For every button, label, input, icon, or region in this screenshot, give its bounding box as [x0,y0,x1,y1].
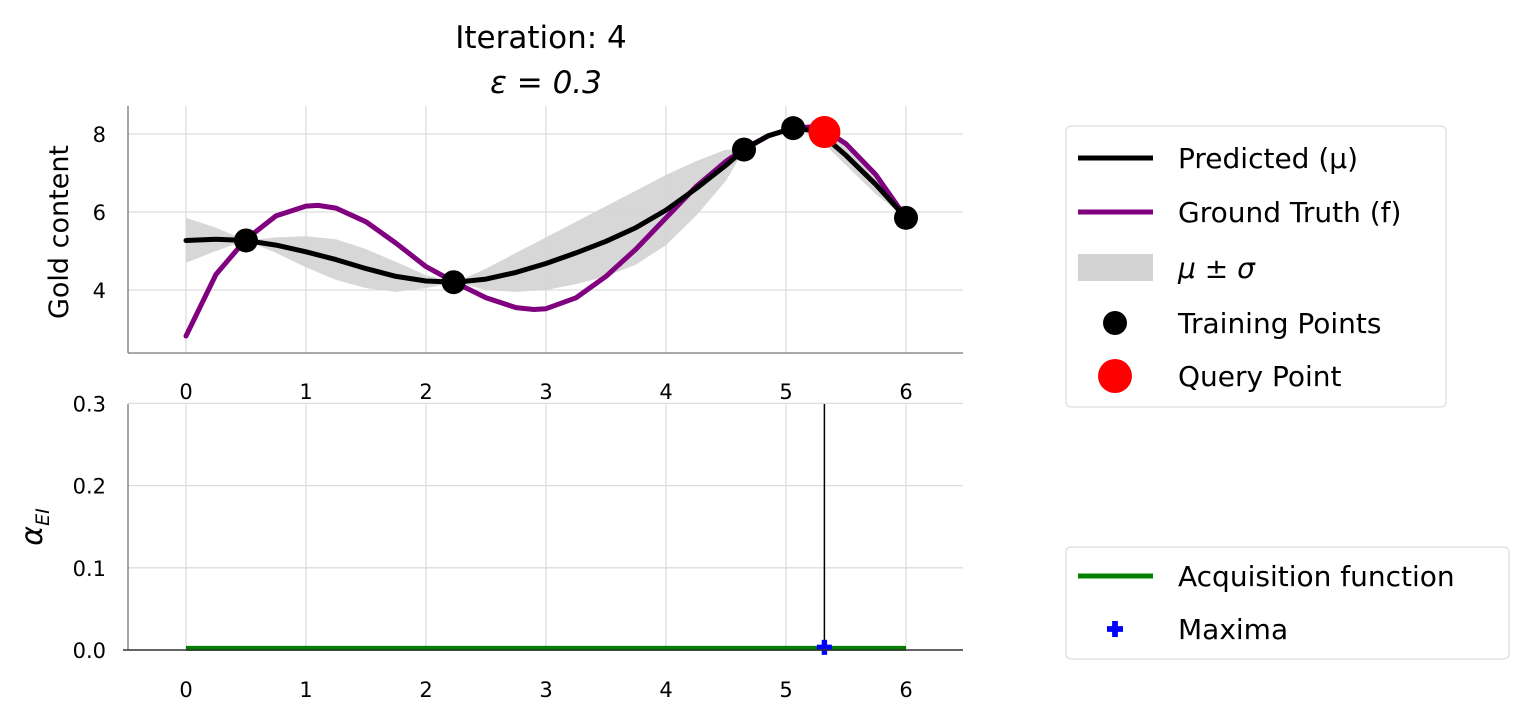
bottom-y-tick-label: 0.1 [73,557,106,581]
training-point [234,228,258,253]
top-x-tick-label: 1 [299,380,312,404]
training-point [894,205,918,230]
top-x-tick-label: 3 [539,380,552,404]
training-point [441,270,466,295]
bottom-x-tick-label: 6 [899,678,912,702]
top-y-tick-label: 8 [93,123,106,147]
alpha-subscript: EI [32,508,54,526]
maxima-point [821,639,828,655]
top-x-tick-label: 0 [179,380,192,404]
top-y-tick-labels: 4 6 8 [93,123,106,303]
bottom-x-tick-label: 5 [779,678,792,702]
query-point [808,116,841,149]
top-x-tick-labels: 0 1 2 3 4 5 6 [179,380,912,404]
legend-bottom: Acquisition function Maxima [1065,546,1510,660]
alpha-symbol: α [15,526,50,546]
top-y-tick-label: 4 [93,279,106,303]
training-point [781,116,806,141]
legend-bottom-box [1065,546,1510,660]
legend-maxima-marker [1112,621,1118,637]
bottom-x-tick-label: 4 [659,678,672,702]
bottom-gridlines [128,402,963,651]
legend-top: Predicted (μ) Ground Truth (f) μ ± σ Tra… [1065,125,1447,408]
legend-training-label: Training Points [1177,307,1382,340]
bottom-y-tick-label: 0.3 [73,392,106,416]
bottom-y-tick-label: 0.0 [73,639,106,663]
top-x-tick-label: 6 [899,380,912,404]
bottom-y-tick-labels: 0.0 0.1 0.2 0.3 [73,392,106,663]
maxima-marker [816,639,832,655]
chart-title-line-2: ε = 0.3 [490,65,602,101]
bottom-x-tick-label: 0 [179,678,192,702]
bottom-x-tick-labels: 0 1 2 3 4 5 6 [179,678,912,702]
legend-acquisition-label: Acquisition function [1178,560,1455,593]
top-y-axis-label: Gold content [44,145,75,319]
legend-predicted-label: Predicted (μ) [1178,142,1358,175]
top-spines [127,106,963,354]
legend-maxima-swatch [1107,621,1123,637]
legend-query-label: Query Point [1178,360,1342,393]
bottom-y-tick-label: 0.2 [73,475,106,499]
top-plot: 0 1 2 3 4 5 6 4 6 8 Gold content [44,106,963,404]
top-x-tick-label: 2 [419,380,432,404]
bottom-x-tick-label: 3 [539,678,552,702]
top-x-tick-label: 5 [779,380,792,404]
bottom-spines [123,404,963,651]
training-point [732,137,756,162]
bottom-plot: 0 1 2 3 4 5 6 0.0 0.1 0.2 0.3 αEI [15,392,963,702]
bottom-y-axis-label: αEI [15,508,54,546]
legend-top-box [1065,125,1447,408]
bottom-x-tick-label: 2 [419,678,432,702]
legend-band-swatch [1078,254,1153,281]
chart-title-line-1: Iteration: 4 [455,20,627,56]
top-x-tick-label: 4 [659,380,672,404]
legend-ground-truth-label: Ground Truth (f) [1178,196,1401,229]
legend-query-swatch [1098,359,1132,393]
legend-training-swatch [1103,311,1127,335]
bottom-x-tick-label: 1 [299,678,312,702]
top-y-tick-label: 6 [93,201,106,225]
training-points [234,116,918,295]
legend-band-label: μ ± σ [1177,252,1256,285]
legend-maxima-label: Maxima [1178,613,1288,646]
